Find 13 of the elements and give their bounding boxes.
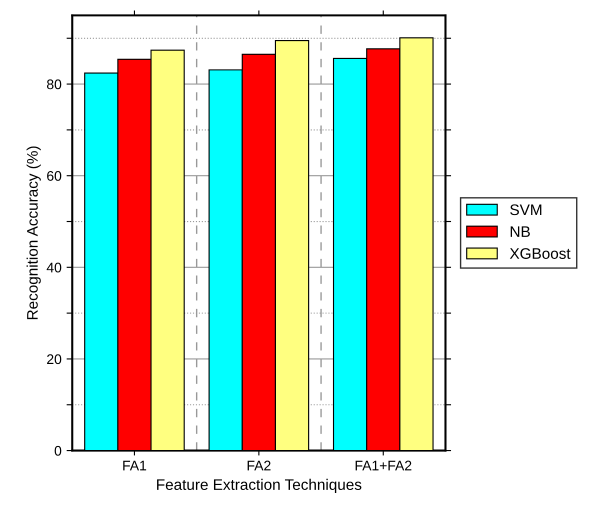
- y-tick-label: 0: [54, 446, 62, 456]
- y-axis-title: Recognition Accuracy (%): [26, 146, 41, 320]
- legend-label: XGBoost: [510, 248, 570, 259]
- y-tick-label: 40: [46, 262, 62, 272]
- y-tick-label: 80: [46, 79, 62, 90]
- x-tick-label: FA1+FA2: [356, 460, 412, 470]
- x-axis-title: Feature Extraction Techniques: [157, 478, 362, 494]
- x-tick-label: FA1: [123, 460, 146, 470]
- y-tick-label: 20: [47, 354, 62, 364]
- x-tick-label: FA2: [248, 460, 271, 470]
- y-tick-label: 60: [47, 171, 62, 181]
- legend-label: SVM: [510, 204, 542, 216]
- legend-label: NB: [510, 226, 530, 237]
